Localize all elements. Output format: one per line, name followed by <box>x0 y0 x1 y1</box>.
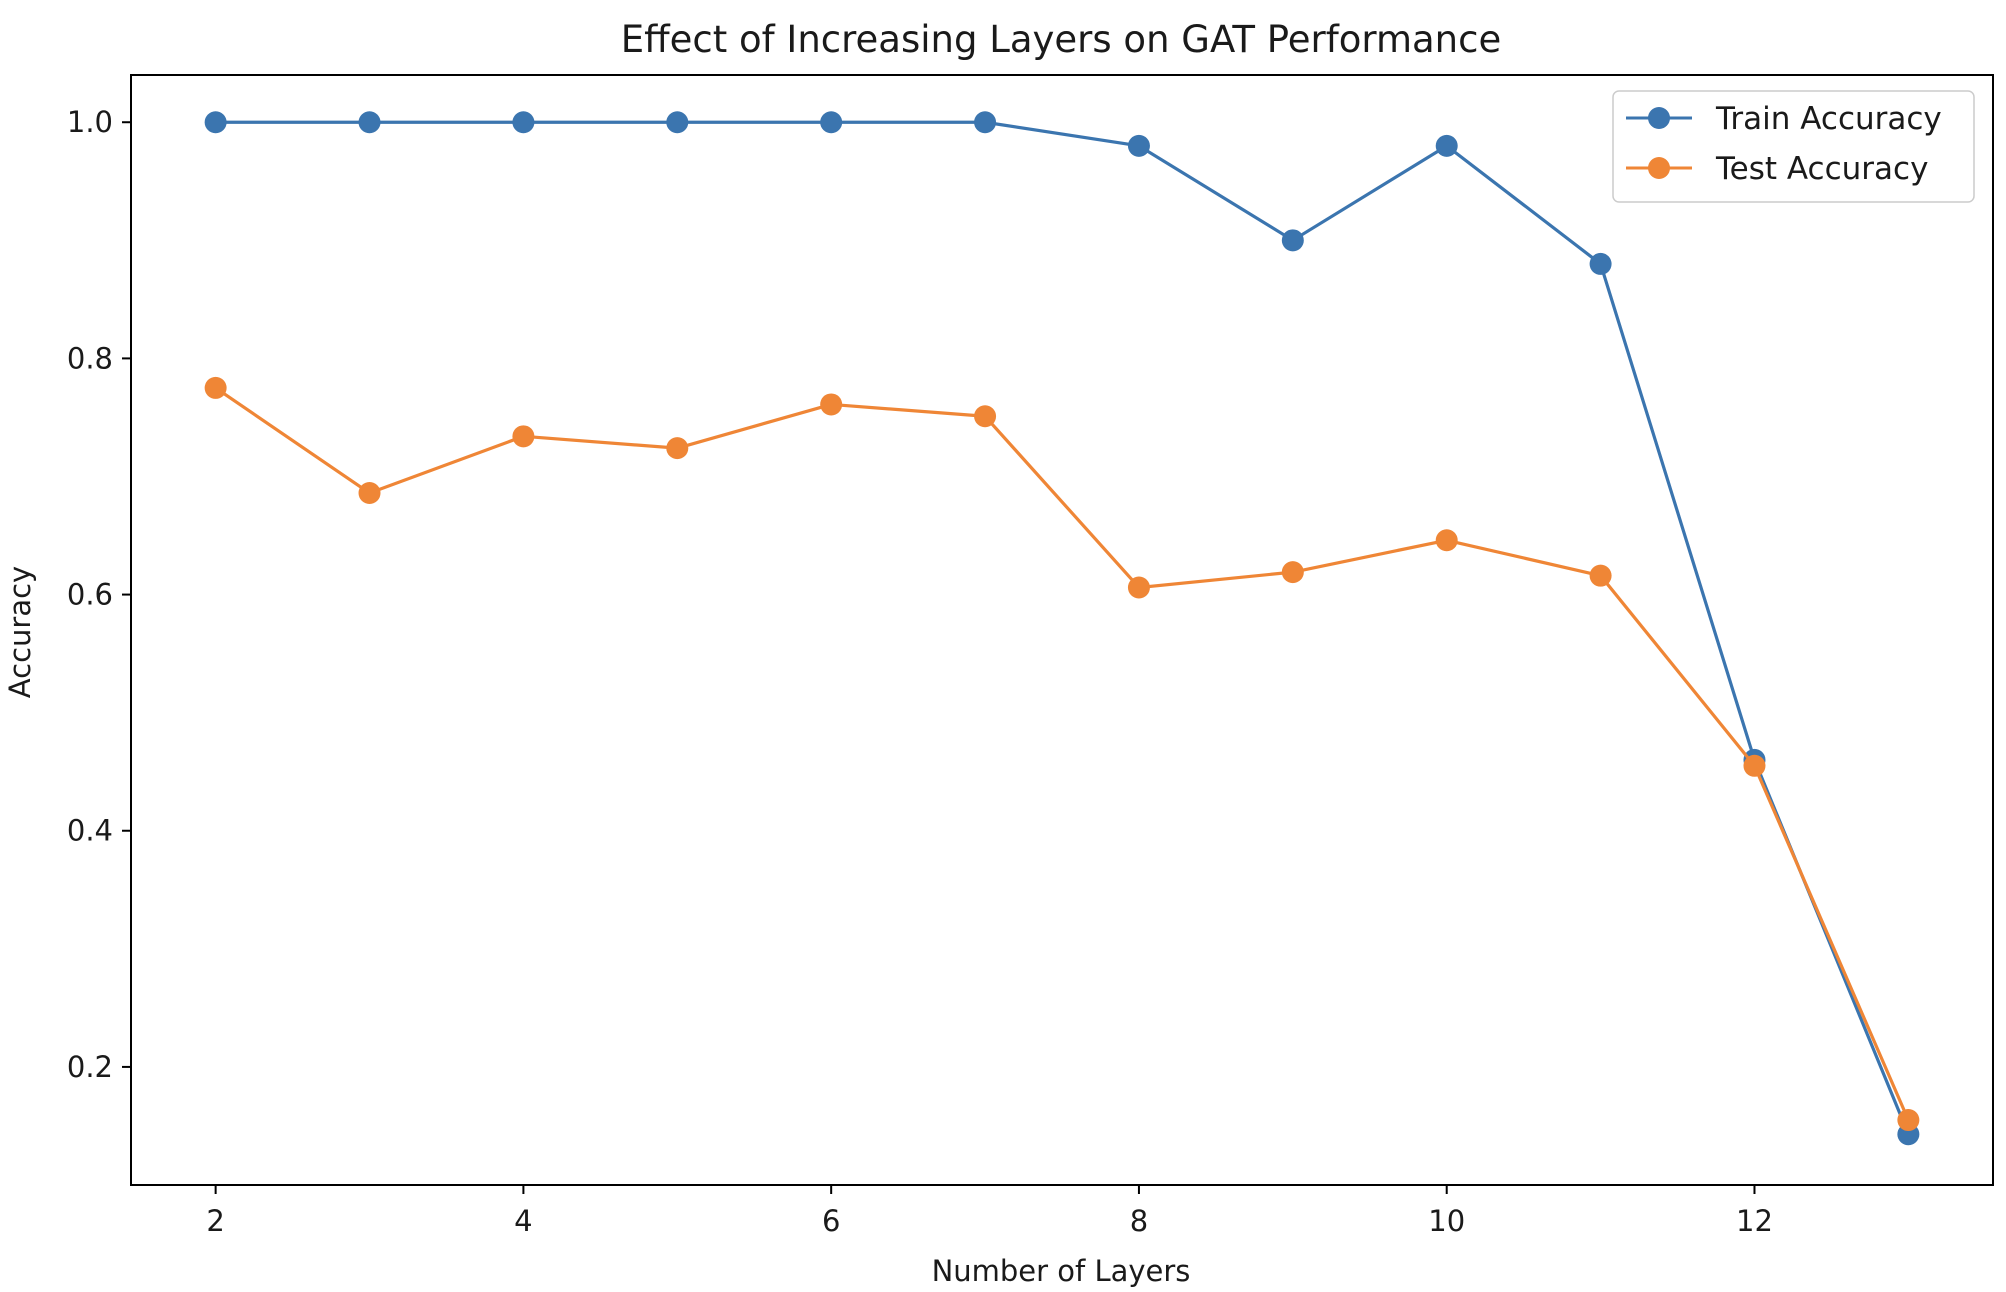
data-point-train-accuracy <box>974 111 997 134</box>
data-point-train-accuracy <box>820 111 843 134</box>
x-tick-label: 6 <box>822 1204 840 1238</box>
y-tick-label: 1.0 <box>67 105 113 139</box>
x-tick-label: 8 <box>1130 1204 1148 1238</box>
legend-marker-test <box>1648 157 1670 179</box>
x-axis-label: Number of Layers <box>932 1254 1191 1288</box>
y-axis-label: Accuracy <box>3 566 37 698</box>
data-point-test-accuracy <box>358 482 381 505</box>
data-point-train-accuracy <box>1589 252 1612 275</box>
legend: Train Accuracy Test Accuracy <box>1612 90 1975 203</box>
data-point-test-accuracy <box>1281 561 1304 584</box>
data-point-test-accuracy <box>1589 564 1612 587</box>
plot-area-frame <box>130 74 1994 1186</box>
chart-title: Effect of Increasing Layers on GAT Perfo… <box>621 18 1501 61</box>
series-line-train-accuracy <box>215 120 1910 1135</box>
x-tick-label: 2 <box>206 1204 224 1238</box>
legend-label-test: Test Accuracy <box>1715 151 1928 187</box>
data-point-train-accuracy <box>358 111 381 134</box>
axis-ticks: 2 4 6 8 10 12 0.2 0.4 0.6 0.8 1.0 <box>67 105 1773 1238</box>
x-tick-label: 10 <box>1428 1204 1465 1238</box>
series-test-accuracy <box>204 376 1920 1132</box>
data-point-test-accuracy <box>1743 754 1766 777</box>
data-point-test-accuracy <box>512 425 535 448</box>
data-point-train-accuracy <box>1281 229 1304 252</box>
data-point-test-accuracy <box>1897 1109 1920 1132</box>
legend-frame <box>1612 90 1975 203</box>
data-point-train-accuracy <box>1435 134 1458 157</box>
series-train-accuracy <box>204 111 1920 1146</box>
data-point-train-accuracy <box>1127 134 1150 157</box>
series-layer <box>204 111 1920 1146</box>
data-point-train-accuracy <box>512 111 535 134</box>
x-tick-label: 12 <box>1736 1204 1773 1238</box>
data-point-train-accuracy <box>204 111 227 134</box>
data-point-test-accuracy <box>1127 576 1150 599</box>
y-tick-label: 0.4 <box>67 814 113 848</box>
data-point-train-accuracy <box>666 111 689 134</box>
x-tick-label: 4 <box>514 1204 532 1238</box>
data-point-test-accuracy <box>820 393 843 416</box>
data-point-test-accuracy <box>204 376 227 399</box>
series-line-test-accuracy <box>214 386 1910 1121</box>
y-tick-label: 0.6 <box>67 578 113 612</box>
data-point-test-accuracy <box>974 405 997 428</box>
legend-label-train: Train Accuracy <box>1715 101 1942 137</box>
y-tick-label: 0.8 <box>67 341 113 375</box>
data-point-test-accuracy <box>666 437 689 460</box>
y-tick-label: 0.2 <box>67 1050 113 1084</box>
legend-marker-train <box>1648 107 1670 129</box>
data-point-test-accuracy <box>1435 529 1458 552</box>
